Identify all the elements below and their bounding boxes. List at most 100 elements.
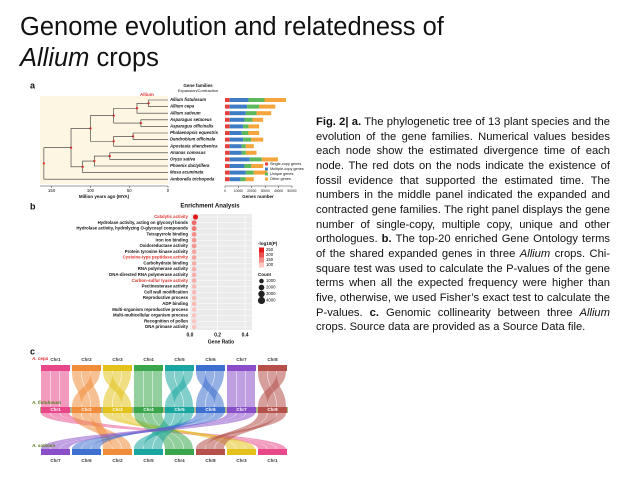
bar-segment: [251, 137, 264, 142]
chromosome: [165, 449, 194, 455]
label: Chr6: [205, 357, 216, 362]
label: Oryza sativa: [170, 157, 196, 162]
label: A. sativum: [31, 443, 55, 448]
label: RNA polymerase activity: [138, 266, 189, 271]
bar-segment: [245, 177, 254, 182]
caption-text: Allium: [519, 247, 551, 260]
dot: [191, 232, 197, 237]
label: Chr2: [81, 407, 92, 412]
label: 20000: [247, 189, 256, 193]
dot: [191, 249, 197, 255]
label: Reproductive process: [143, 295, 189, 300]
label: Asparagus setaceus: [169, 117, 212, 122]
label: DNA-directed RNA polymerase activity: [109, 272, 188, 277]
label: Tetrapyrrole binding: [147, 232, 189, 237]
ribbon: [205, 371, 224, 407]
dot: [191, 301, 197, 307]
ribbon: [246, 371, 255, 407]
ribbon: [81, 371, 100, 407]
title-line: crops: [96, 44, 159, 72]
chromosome: [134, 407, 163, 413]
label: Chr3: [112, 407, 123, 412]
bar-segment: [229, 124, 244, 129]
ribbon: [215, 413, 277, 449]
label: 50: [127, 188, 132, 193]
dot: [191, 261, 197, 266]
label: 3000: [266, 291, 276, 296]
label: 4000: [266, 298, 276, 303]
ribbon: [72, 413, 215, 449]
bar-segment: [248, 124, 260, 129]
label: Allium sativum: [169, 110, 201, 115]
ribbon: [258, 371, 286, 407]
ribbon: [153, 371, 162, 407]
bar-segment: [240, 177, 246, 182]
label: Recognition of pollen: [144, 318, 188, 323]
label: Hydrolase activity, hydrolyzing O-glycos…: [76, 226, 188, 231]
label: A. fistulosum: [31, 400, 61, 405]
label: Chr1: [267, 458, 278, 463]
label: 0: [224, 189, 226, 193]
fossil-dot: [135, 107, 139, 110]
bar-segment: [243, 124, 249, 129]
band: [40, 407, 288, 413]
label: b: [30, 201, 36, 211]
dot: [191, 313, 197, 318]
label: DNA primase activity: [145, 324, 188, 329]
bar-segment: [225, 170, 230, 175]
fossil-dot: [108, 154, 112, 158]
dot: [191, 278, 197, 283]
label: Chr8: [267, 357, 278, 362]
chromosome: [72, 449, 101, 455]
fossil-dot: [93, 159, 96, 163]
label: Chr4: [143, 407, 154, 412]
label: Chr3: [112, 357, 123, 362]
bar-segment: [229, 170, 246, 175]
legend-swatch: [265, 172, 268, 176]
label: 0.0: [187, 332, 194, 338]
bar-segment: [256, 111, 272, 116]
ribbon: [60, 371, 69, 407]
label: Chr6: [205, 407, 216, 412]
title-italic: Allium: [20, 44, 90, 72]
label: Chr5: [174, 357, 185, 362]
label: 200: [266, 252, 274, 257]
color-swatch: [259, 262, 264, 268]
ribbon: [227, 371, 236, 407]
size-swatch: [257, 296, 266, 305]
label: Gene Ratio: [208, 339, 234, 345]
bar-segment: [229, 131, 242, 135]
chromosome: [196, 449, 225, 455]
label: Chr4: [143, 357, 154, 362]
label: Allium cepa: [169, 104, 195, 109]
ribbon: [174, 371, 193, 407]
label: Allium: [140, 92, 154, 97]
caption-text: Allium: [579, 306, 610, 319]
chromosome: [72, 365, 101, 371]
bar-segment: [264, 98, 286, 102]
plot-bg: [190, 214, 252, 330]
ribbon: [112, 371, 131, 407]
label: Amborella trichopoda: [169, 176, 215, 181]
ribbon: [134, 413, 193, 449]
size-swatch: [258, 284, 265, 291]
ribbon: [60, 413, 255, 449]
label: Iron ion binding: [156, 237, 189, 242]
chromosome: [258, 407, 287, 413]
ribbon: [103, 413, 255, 449]
bar-segment: [259, 104, 276, 109]
bar-segment: [249, 157, 262, 162]
label: 150: [266, 257, 274, 262]
chromosome: [103, 449, 132, 455]
caption-text: The phylogenetic tree of 13 plant specie…: [316, 116, 610, 246]
chromosome: [72, 407, 101, 413]
label: 0: [167, 188, 170, 193]
label: Dendrobium officinale: [170, 137, 216, 142]
label: Chr4: [174, 458, 185, 463]
color-swatch: [259, 257, 264, 263]
chromosome: [134, 365, 163, 371]
label: Expansion/Contraction: [178, 88, 218, 93]
dot: [191, 243, 197, 249]
bar-segment: [225, 144, 230, 149]
